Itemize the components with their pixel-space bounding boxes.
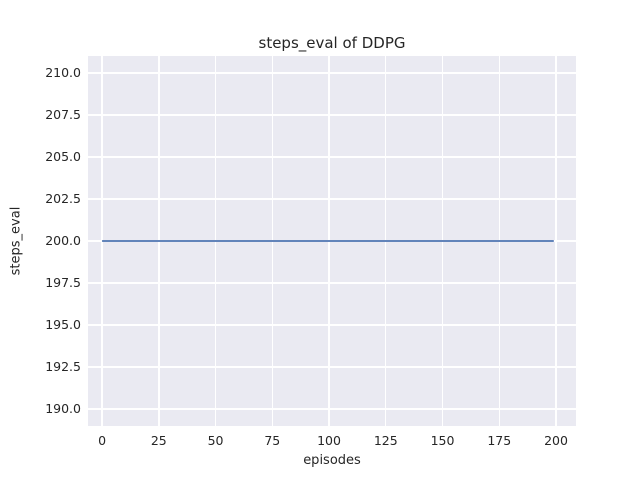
x-tick-label: 100 bbox=[317, 433, 341, 448]
y-tick-label: 200.0 bbox=[45, 233, 81, 248]
x-tick-label: 75 bbox=[264, 433, 281, 448]
y-gridline bbox=[88, 198, 576, 200]
y-tick-label: 190.0 bbox=[45, 401, 81, 417]
x-tick-label: 25 bbox=[150, 433, 167, 448]
plot-canvas bbox=[102, 240, 554, 242]
y-gridline bbox=[88, 282, 576, 284]
y-axis-label: steps_eval bbox=[8, 206, 24, 276]
y-tick-label: 192.5 bbox=[45, 359, 81, 375]
y-tick-label: 197.5 bbox=[45, 275, 81, 291]
x-tick-label: 0 bbox=[98, 433, 107, 448]
y-tick-label: 202.5 bbox=[45, 190, 81, 206]
x-tick-label: 150 bbox=[430, 433, 455, 448]
x-tick-label: 200 bbox=[544, 433, 568, 448]
y-tick-label: 210.0 bbox=[45, 64, 81, 80]
chart-title: steps_eval of DDPG bbox=[258, 34, 406, 52]
x-axis-label: episodes bbox=[303, 453, 361, 468]
y-gridline bbox=[88, 324, 576, 326]
y-gridline bbox=[88, 366, 576, 368]
y-gridline bbox=[88, 408, 576, 410]
y-gridline bbox=[88, 72, 576, 74]
y-gridline bbox=[88, 156, 576, 158]
y-gridline bbox=[88, 114, 576, 116]
plot-area bbox=[88, 56, 576, 426]
x-tick-label: 175 bbox=[487, 433, 512, 448]
x-tick-label: 50 bbox=[207, 433, 224, 448]
y-tick-label: 207.5 bbox=[45, 106, 81, 122]
x-tick-label: 125 bbox=[373, 433, 398, 448]
y-tick-label: 195.0 bbox=[45, 317, 81, 333]
y-tick-label: 205.0 bbox=[45, 148, 81, 164]
